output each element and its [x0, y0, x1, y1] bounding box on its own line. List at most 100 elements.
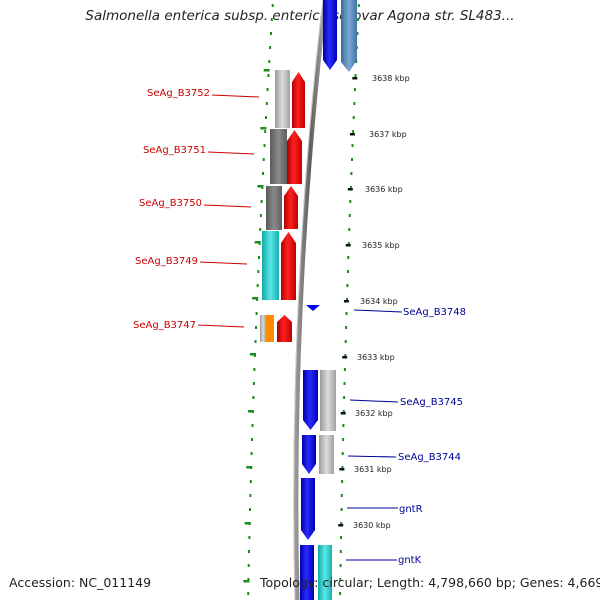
cog-block[interactable] — [275, 70, 290, 128]
gene-label[interactable]: SeAg_B3751 — [143, 145, 206, 156]
tick-label: 3633 kbp — [357, 353, 395, 362]
grid-dot — [339, 578, 342, 581]
tick-label: 3631 kbp — [354, 465, 392, 474]
kbp-tick — [340, 412, 346, 415]
grid-dot — [351, 144, 354, 147]
gene-arrow-top[interactable] — [323, 0, 337, 70]
grid-dot — [257, 270, 260, 273]
grid-dot — [357, 18, 360, 21]
grid-dot — [249, 480, 252, 483]
cog-block[interactable] — [319, 435, 334, 474]
grid-dot — [348, 228, 351, 231]
gene-arrow-gntR[interactable] — [301, 478, 315, 540]
gene-label[interactable]: SeAg_B3752 — [147, 88, 210, 99]
cog-block[interactable] — [270, 129, 287, 184]
grid-dot — [350, 172, 353, 175]
grid-major-dash — [252, 297, 259, 300]
forward-strand-genes — [277, 72, 305, 342]
grid-dot — [259, 214, 262, 217]
gene-label[interactable]: SeAg_B3748 — [403, 307, 466, 318]
gene-label[interactable]: SeAg_B3744 — [398, 452, 461, 463]
grid-dot — [354, 74, 357, 77]
grid-dot — [252, 396, 255, 399]
gene-label[interactable]: gntK — [398, 555, 422, 566]
grid-dot — [270, 32, 272, 35]
cog-block[interactable] — [266, 186, 282, 230]
grid-dot — [266, 88, 269, 91]
grid-dot — [353, 102, 356, 105]
grid-dot — [252, 382, 255, 385]
grid-dot — [265, 116, 267, 119]
grid-dot — [269, 46, 272, 49]
grid-dot — [349, 186, 352, 189]
backbone-ring — [293, 0, 328, 600]
grid-dot — [258, 256, 260, 259]
grid-dot — [270, 18, 273, 21]
grid-dot — [254, 340, 257, 343]
tick-label: 3636 kbp — [365, 185, 403, 194]
gene-arrow-SeAg_B3744[interactable] — [302, 435, 316, 474]
gene-label[interactable]: SeAg_B3747 — [133, 320, 196, 331]
grid-major-dash — [246, 466, 253, 469]
grid-dot — [352, 130, 355, 133]
grid-dot — [353, 88, 356, 91]
grid-dot — [357, 4, 360, 7]
label-leaders-left — [197, 94, 260, 328]
cog-ring-right — [318, 0, 357, 600]
grid-dot — [340, 522, 343, 525]
gene-label[interactable]: gntR — [399, 504, 423, 515]
grid-major-dash — [260, 127, 267, 130]
grid-major-dash — [263, 69, 270, 72]
kbp-tick — [347, 188, 353, 191]
gene-label[interactable]: SeAg_B3749 — [135, 256, 198, 267]
tick-label: 3637 kbp — [369, 130, 407, 139]
gene-arrow-SeAg_B3745[interactable] — [303, 370, 318, 430]
grid-dot — [351, 158, 353, 161]
gene-arrow-SeAg_B3752[interactable] — [292, 72, 305, 128]
kbp-tick — [349, 133, 355, 136]
grid-major-dash — [247, 410, 254, 413]
tick-label: 3630 kbp — [353, 521, 391, 530]
grid-major-dash — [244, 522, 251, 525]
grid-major-dash — [257, 185, 264, 188]
grid-dot — [344, 340, 347, 343]
grid-dot — [349, 200, 352, 203]
grid-dot — [264, 130, 267, 133]
grid-dot — [268, 60, 271, 63]
grid-dot — [345, 326, 348, 329]
grid-dot — [356, 32, 359, 35]
grid-dot — [253, 368, 256, 371]
gene-arrow-SeAg_B3748[interactable] — [306, 305, 320, 311]
gene-arrow-gntK[interactable] — [300, 545, 314, 600]
cog-block[interactable] — [266, 315, 274, 342]
gene-label[interactable]: SeAg_B3745 — [400, 397, 463, 408]
kbp-tick — [352, 77, 358, 80]
gene-label[interactable]: SeAg_B3750 — [139, 198, 202, 209]
cog-block[interactable] — [260, 315, 266, 342]
grid-dot — [339, 564, 342, 567]
grid-major-dash — [250, 353, 256, 356]
cog-block[interactable] — [262, 231, 279, 300]
cog-block[interactable] — [320, 370, 336, 431]
gene-arrow-SeAg_B3751[interactable] — [287, 130, 302, 184]
cog-block[interactable] — [318, 545, 332, 600]
grid-dot — [247, 578, 250, 581]
gene-arrow-SeAg_B3747[interactable] — [277, 315, 292, 342]
grid-dot — [248, 536, 251, 539]
grid-dot — [346, 298, 348, 301]
kbp-tick — [343, 300, 349, 303]
grid-lines — [243, 4, 360, 595]
grid-dot — [347, 242, 350, 245]
grid-major-dash — [254, 241, 261, 244]
grid-dot — [251, 438, 253, 441]
grid-dot — [255, 326, 257, 329]
gene-labels-right: SeAg_B3748 SeAg_B3745 SeAg_B3744 gntR gn… — [398, 307, 466, 566]
grid-dot — [271, 4, 274, 7]
gene-arrow-SeAg_B3750[interactable] — [284, 186, 298, 229]
gene-arrow-SeAg_B3749[interactable] — [281, 232, 296, 300]
cog-block[interactable] — [341, 0, 357, 72]
grid-dot — [341, 480, 344, 483]
grid-major-dash — [243, 580, 250, 583]
tick-labels: 3638 kbp 3637 kbp 3636 kbp 3635 kbp 3634… — [353, 74, 410, 530]
